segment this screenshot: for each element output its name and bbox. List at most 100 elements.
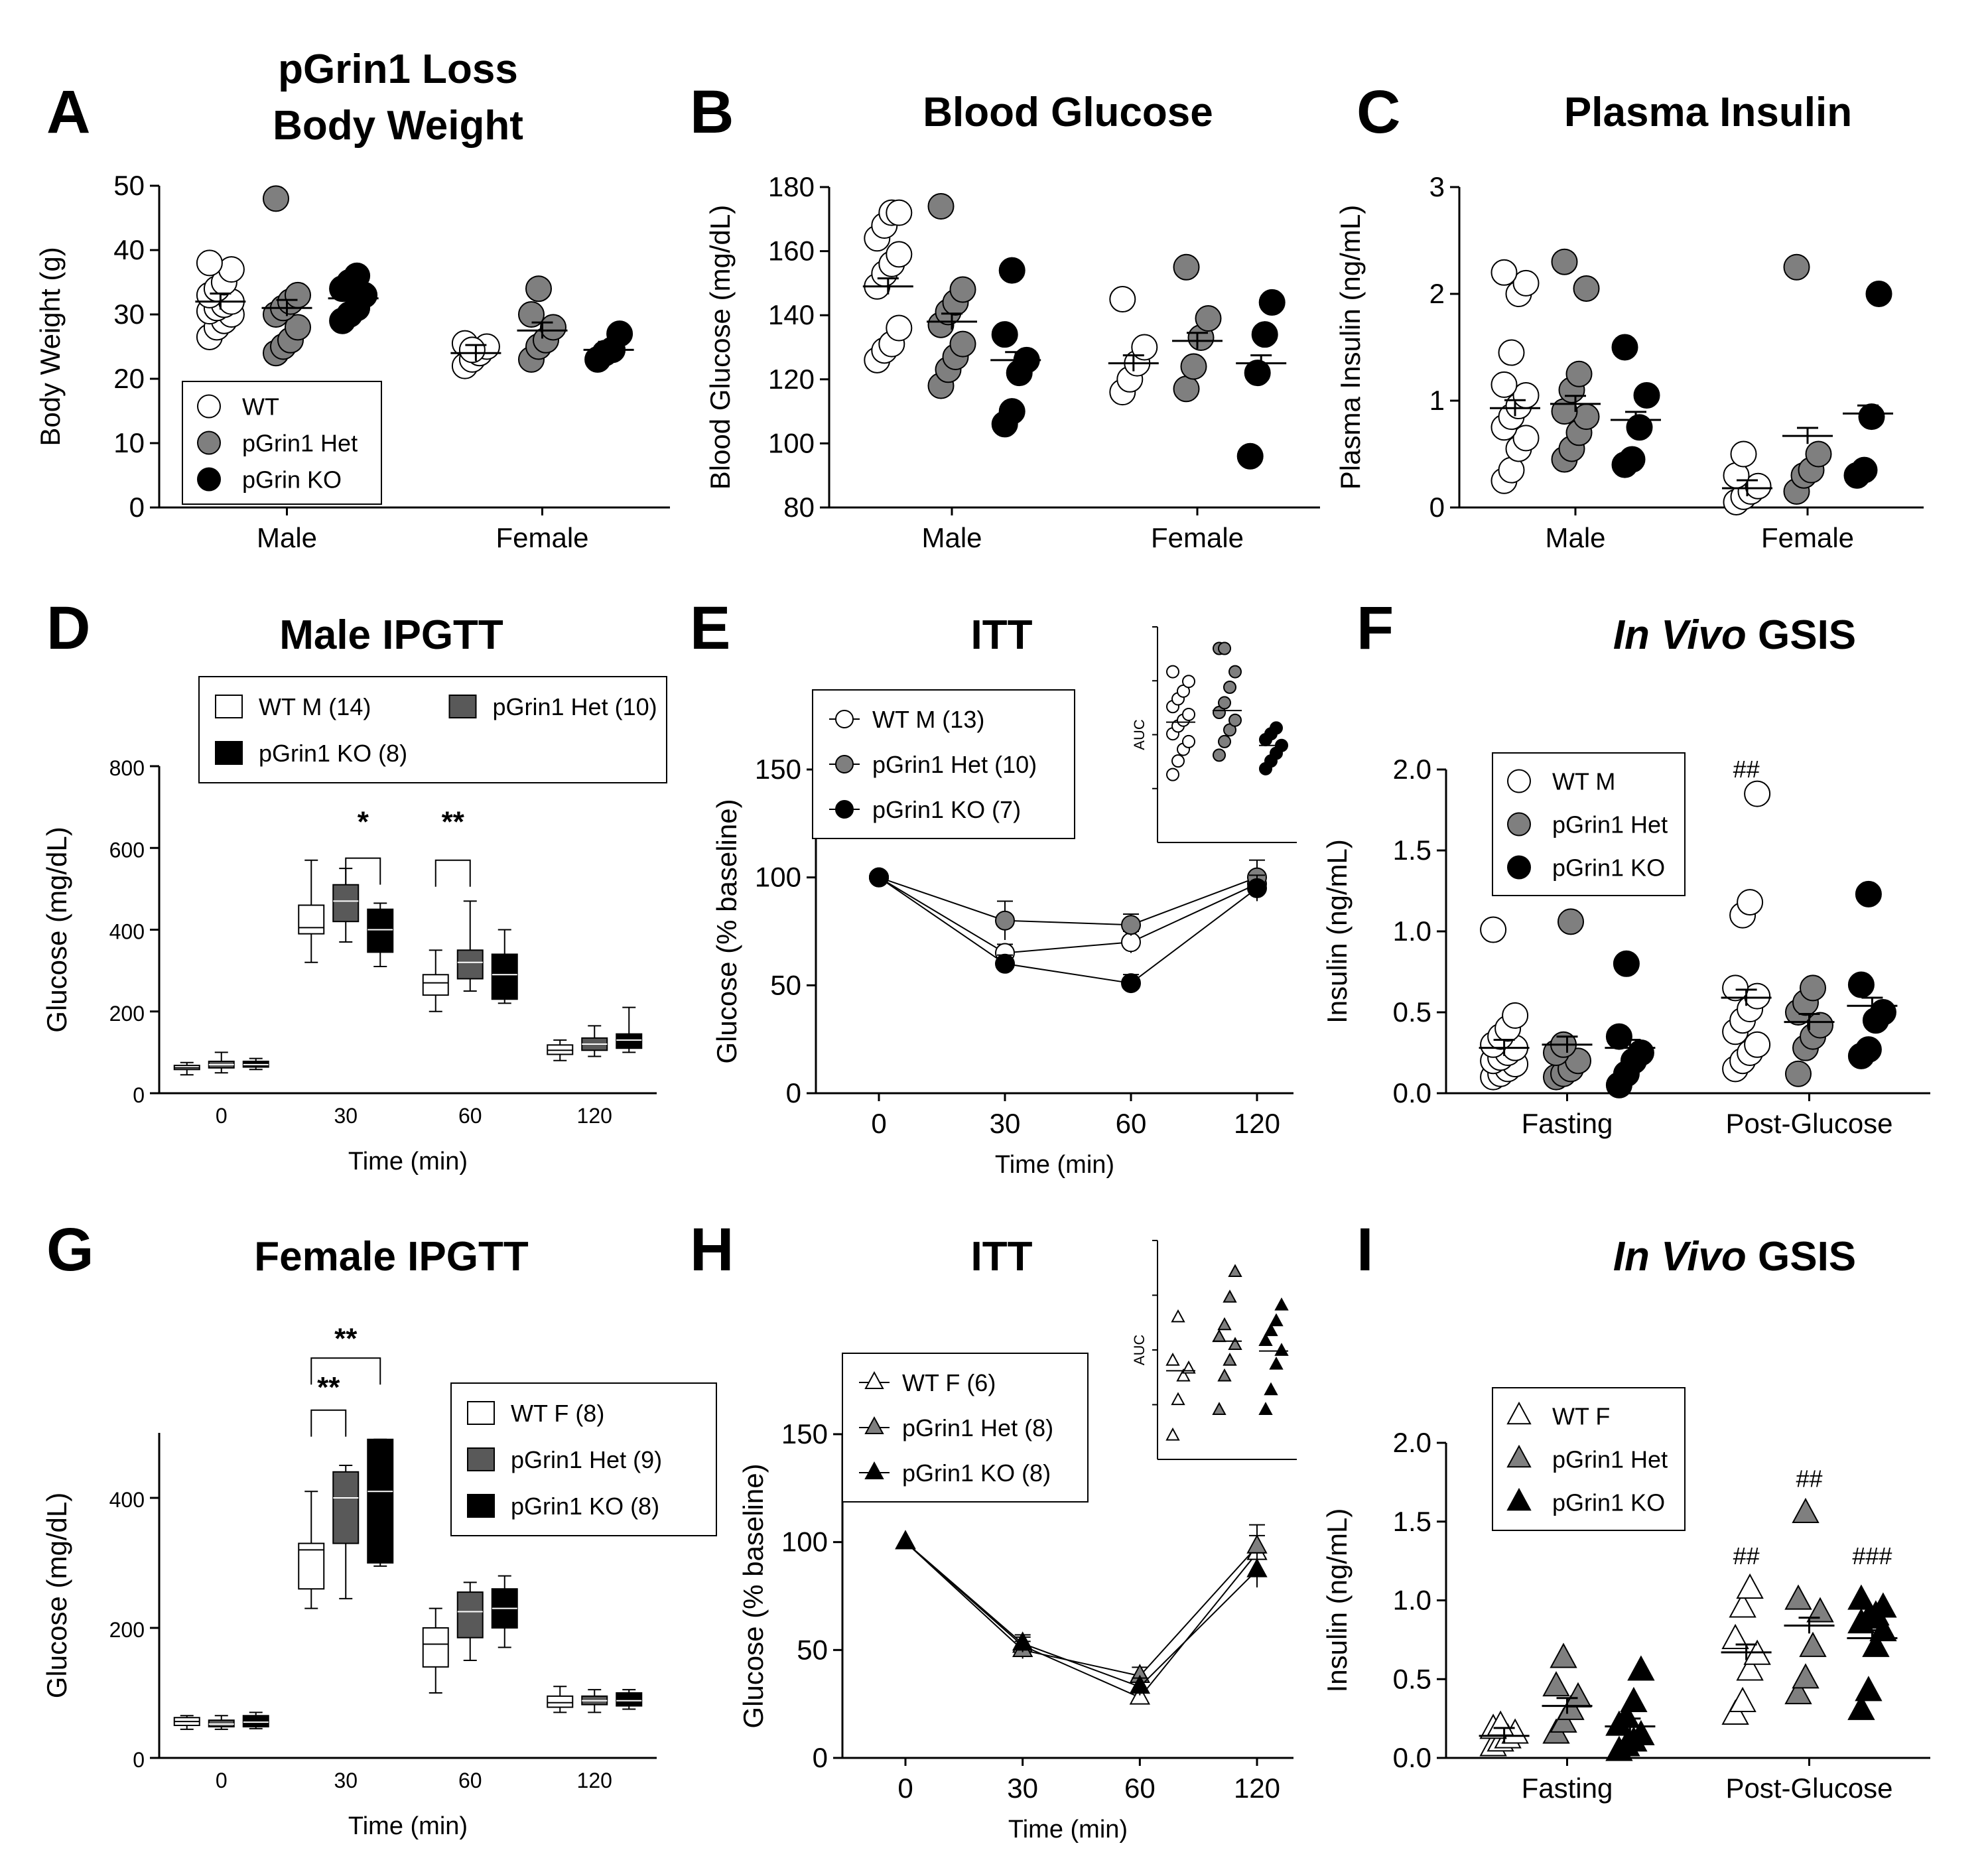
inset-point bbox=[1264, 1323, 1278, 1337]
panel-title: In Vivo GSIS bbox=[1613, 1234, 1856, 1280]
significance-hash: ## bbox=[1733, 1542, 1760, 1570]
y-axis-label: Glucose (% baseline) bbox=[711, 799, 742, 1063]
data-point bbox=[1721, 1623, 1749, 1649]
inset-point bbox=[1228, 713, 1242, 727]
data-point bbox=[1851, 456, 1878, 484]
box bbox=[616, 1692, 643, 1707]
data-point bbox=[1862, 1631, 1890, 1657]
box bbox=[332, 1471, 360, 1544]
data-point bbox=[1792, 1663, 1820, 1689]
x-tick-label: 60 bbox=[458, 1104, 482, 1128]
y-tick-label: 1.0 bbox=[1393, 1585, 1431, 1616]
y-tick-label: 0.0 bbox=[1393, 1742, 1431, 1773]
significance-label: ** bbox=[317, 1371, 340, 1404]
y-tick-label: 3 bbox=[1429, 171, 1445, 202]
inset-point bbox=[1258, 1333, 1273, 1347]
data-point bbox=[1785, 1060, 1812, 1087]
legend-box bbox=[215, 741, 243, 765]
x-tick-label: 30 bbox=[990, 1108, 1021, 1139]
box bbox=[367, 1438, 394, 1564]
significance-hash: ## bbox=[1796, 1465, 1822, 1493]
panel-letter: I bbox=[1357, 1216, 1374, 1284]
legend-entry: pGrin1 Het (9) bbox=[511, 1446, 662, 1473]
data-point bbox=[1573, 275, 1600, 302]
box bbox=[367, 908, 394, 953]
legend-marker bbox=[1507, 855, 1531, 880]
x-tick-label: Post-Glucose bbox=[1725, 1108, 1892, 1139]
data-point bbox=[1847, 1694, 1875, 1720]
y-tick-label: 0 bbox=[813, 1742, 828, 1773]
data-point bbox=[458, 336, 486, 364]
y-tick-label: 150 bbox=[781, 1418, 828, 1449]
x-tick-label: 120 bbox=[577, 1769, 612, 1792]
panel-title: In Vivo GSIS bbox=[1613, 612, 1856, 658]
data-point bbox=[1131, 334, 1158, 361]
data-point bbox=[1512, 425, 1540, 452]
y-tick-label: 0 bbox=[133, 1083, 145, 1107]
legend bbox=[198, 676, 667, 783]
inset-point bbox=[1213, 748, 1226, 762]
data-point bbox=[1491, 259, 1518, 286]
y-tick-label: 600 bbox=[109, 838, 145, 862]
legend-entry: pGrin1 KO (8) bbox=[259, 740, 407, 767]
data-point bbox=[1258, 289, 1286, 316]
data-point bbox=[263, 185, 289, 212]
legend-marker bbox=[197, 394, 221, 419]
data-point bbox=[998, 257, 1026, 284]
significance-bracket bbox=[310, 1409, 347, 1437]
data-point bbox=[1736, 1573, 1764, 1599]
legend-entry: WT bbox=[242, 393, 279, 421]
data-point bbox=[606, 320, 633, 348]
x-tick-label: 60 bbox=[1116, 1108, 1147, 1139]
x-tick-label: Male bbox=[921, 522, 982, 553]
box bbox=[456, 1591, 484, 1639]
significance-hash: ## bbox=[1733, 756, 1760, 783]
data-point bbox=[927, 192, 955, 220]
data-point bbox=[1792, 1497, 1820, 1523]
inset-point bbox=[1182, 707, 1195, 721]
legend-marker bbox=[835, 800, 854, 819]
x-tick-label: 60 bbox=[458, 1769, 482, 1792]
data-point bbox=[1173, 375, 1200, 403]
data-point bbox=[869, 867, 889, 888]
inset-point bbox=[1166, 768, 1179, 781]
legend-marker bbox=[835, 755, 854, 773]
y-tick-label: 200 bbox=[109, 1002, 145, 1026]
data-point bbox=[1498, 339, 1525, 366]
panel-letter: C bbox=[1357, 78, 1400, 146]
inset-point bbox=[1264, 1382, 1278, 1396]
data-point bbox=[1869, 1616, 1897, 1642]
data-point bbox=[285, 314, 311, 341]
legend-entry: pGrin1 Het bbox=[1552, 811, 1668, 838]
series-line bbox=[905, 1541, 1258, 1688]
data-point bbox=[1251, 321, 1278, 348]
data-point bbox=[1869, 1592, 1897, 1618]
panel-title: Male IPGTT bbox=[279, 612, 503, 658]
legend-entry: pGrin1 KO (7) bbox=[872, 796, 1021, 823]
data-point bbox=[1565, 360, 1593, 387]
data-point bbox=[1799, 1631, 1827, 1657]
data-point bbox=[1129, 1685, 1151, 1705]
y-tick-label: 1.5 bbox=[1393, 1506, 1431, 1537]
y-tick-label: 400 bbox=[109, 920, 145, 944]
data-point bbox=[540, 314, 566, 341]
inset-point bbox=[1171, 1309, 1185, 1323]
legend-entry: pGrin1 KO bbox=[1552, 1489, 1665, 1516]
x-tick-label: 0 bbox=[871, 1108, 886, 1139]
x-axis-label: Time (min) bbox=[1008, 1816, 1128, 1843]
legend-entry: pGrin KO bbox=[242, 466, 342, 494]
x-tick-label: 30 bbox=[334, 1104, 358, 1128]
data-point bbox=[998, 398, 1026, 425]
inset-point bbox=[1212, 1329, 1226, 1343]
data-point bbox=[1627, 1039, 1654, 1066]
data-point bbox=[1737, 889, 1764, 916]
inset-point bbox=[1217, 1368, 1232, 1382]
x-tick-label: Fasting bbox=[1522, 1108, 1613, 1139]
data-point bbox=[1806, 1597, 1834, 1623]
y-tick-label: 120 bbox=[768, 364, 815, 395]
x-tick-label: 0 bbox=[216, 1104, 228, 1128]
data-point bbox=[1180, 353, 1207, 380]
y-axis-label: Glucose (mg/dL) bbox=[41, 1493, 72, 1698]
